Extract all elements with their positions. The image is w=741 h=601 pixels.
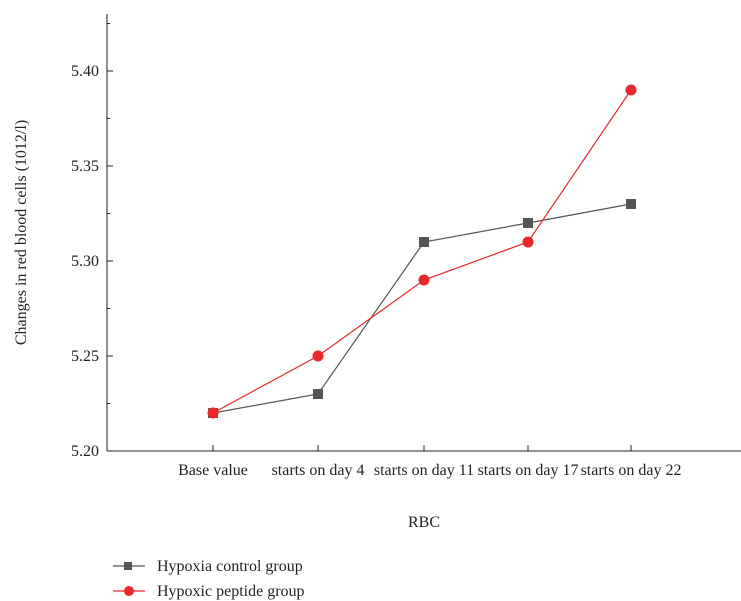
x-tick-label: Base value (178, 462, 248, 479)
data-point-square (313, 389, 323, 399)
y-tick-label: 5.40 (71, 63, 99, 80)
legend: Hypoxia control group Hypoxic peptide gro… (113, 558, 305, 600)
y-axis-label: Changes in red blood cells (1012/l) (13, 120, 30, 345)
y-tick-label: 5.20 (71, 443, 99, 460)
legend-marker-circle (124, 586, 134, 596)
x-tick-label: starts on day 4 (272, 462, 365, 479)
legend-item-1: Hypoxic peptide group (113, 583, 305, 600)
x-tick-label: starts on day 22 (581, 462, 682, 479)
legend-item-0: Hypoxia control group (113, 558, 303, 575)
series-0 (208, 199, 636, 418)
data-point-circle (418, 274, 430, 286)
data-point-circle (522, 236, 534, 248)
y-tick-label: 5.30 (71, 253, 99, 270)
axes (106, 14, 741, 452)
legend-marker-square (124, 562, 132, 570)
x-axis-label: RBC (408, 514, 440, 531)
data-point-square (523, 218, 533, 228)
series-1 (207, 84, 637, 419)
x-tick-label: starts on day 11 (374, 462, 474, 479)
series-line (212, 89, 632, 414)
series-group (207, 84, 637, 419)
data-point-square (419, 237, 429, 247)
data-point-circle (625, 84, 637, 96)
data-point-circle (312, 350, 324, 362)
series-line (212, 203, 632, 414)
y-tick-label: 5.25 (71, 348, 99, 365)
y-ticks: 5.20 5.25 5.30 5.35 5.40 (71, 23, 113, 460)
x-tick-labels: Base value starts on day 4 starts on day 1… (178, 445, 681, 479)
y-tick-label: 5.35 (71, 158, 99, 175)
legend-label: Hypoxia control group (157, 558, 303, 575)
data-point-circle (207, 407, 219, 419)
data-point-square (626, 199, 636, 209)
legend-label: Hypoxic peptide group (157, 583, 305, 600)
x-tick-label: starts on day 17 (478, 462, 579, 479)
